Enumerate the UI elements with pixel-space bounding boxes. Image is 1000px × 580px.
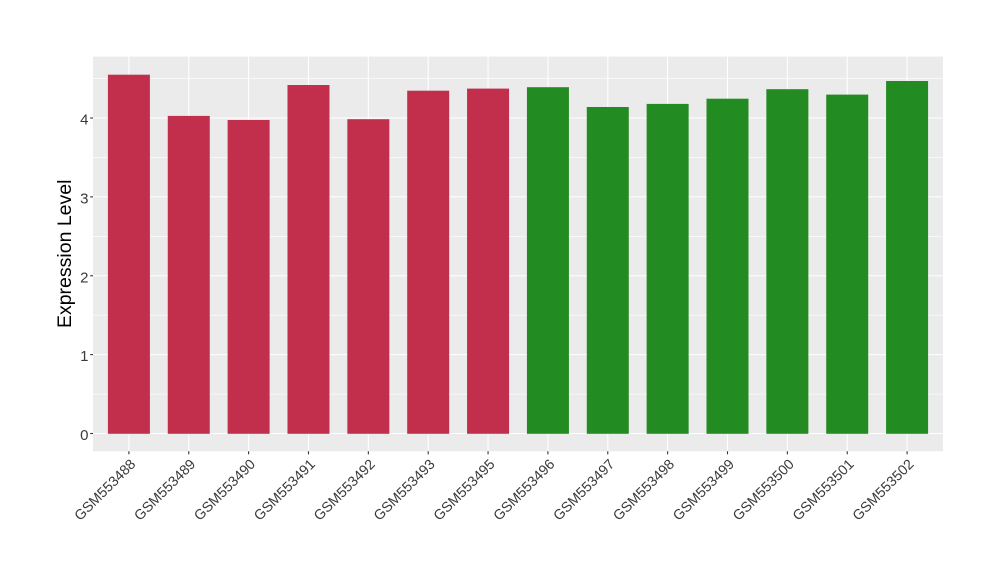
svg-text:4: 4 bbox=[80, 112, 88, 129]
svg-text:1: 1 bbox=[80, 348, 88, 365]
svg-text:0: 0 bbox=[80, 427, 88, 444]
svg-text:Expression Level: Expression Level bbox=[54, 180, 76, 328]
svg-text:3: 3 bbox=[80, 190, 88, 207]
svg-text:2: 2 bbox=[80, 269, 88, 286]
